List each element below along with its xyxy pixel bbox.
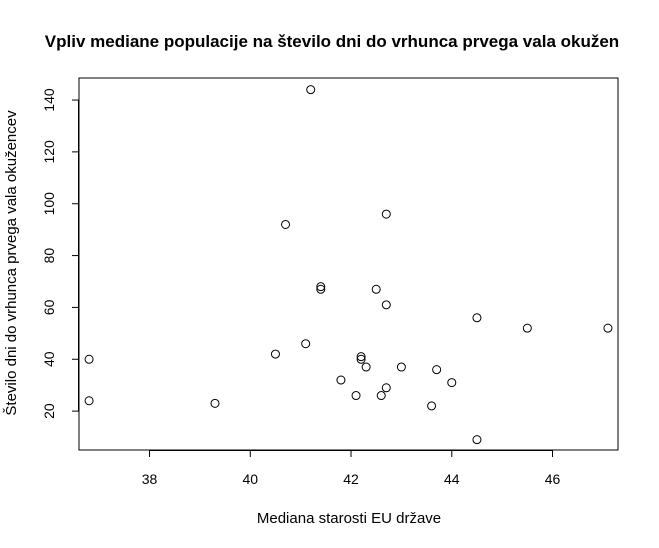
data-point	[270, 349, 280, 359]
data-point	[210, 398, 220, 408]
data-point	[603, 323, 613, 333]
data-point	[84, 396, 94, 406]
data-point	[281, 219, 291, 229]
x-tick-label: 38	[142, 471, 158, 487]
data-point	[316, 282, 326, 292]
data-point	[361, 362, 371, 372]
y-tick-label: 40	[41, 351, 57, 367]
data-point	[427, 401, 437, 411]
data-point	[351, 391, 361, 401]
data-point	[522, 323, 532, 333]
x-tick-label: 44	[444, 471, 460, 487]
y-tick-label: 120	[41, 140, 57, 164]
y-axis: 20 40 60 80 100 120 140	[41, 88, 79, 419]
y-tick-label: 20	[41, 403, 57, 419]
data-point	[447, 378, 457, 388]
data-point	[316, 284, 326, 294]
data-point	[376, 391, 386, 401]
y-tick-label: 60	[41, 299, 57, 315]
data-points	[84, 85, 613, 445]
y-tick-label: 140	[41, 88, 57, 112]
data-point	[432, 365, 442, 375]
x-axis-label: Mediana starosti EU države	[257, 510, 441, 527]
data-point	[356, 354, 366, 364]
chart-title: Vpliv mediane populacije na število dni …	[45, 32, 619, 51]
data-point	[396, 362, 406, 372]
y-tick-label: 100	[41, 192, 57, 216]
data-point	[472, 435, 482, 445]
x-tick-label: 42	[343, 471, 359, 487]
data-point	[371, 284, 381, 294]
data-point	[336, 375, 346, 385]
data-point	[381, 300, 391, 310]
x-tick-label: 40	[242, 471, 258, 487]
y-tick-label: 80	[41, 248, 57, 264]
plot-area	[78, 77, 619, 451]
plot-frame	[78, 77, 619, 451]
x-tick-label: 46	[545, 471, 561, 487]
data-point	[381, 209, 391, 219]
data-point	[84, 354, 94, 364]
data-point	[301, 339, 311, 349]
data-point	[381, 383, 391, 393]
data-point	[472, 313, 482, 323]
data-point	[356, 352, 366, 362]
data-point	[306, 85, 316, 95]
y-axis-label: Število dni do vrhunca prvega vala okuže…	[3, 110, 20, 416]
x-axis: 38 40 42 44 46	[142, 450, 561, 487]
